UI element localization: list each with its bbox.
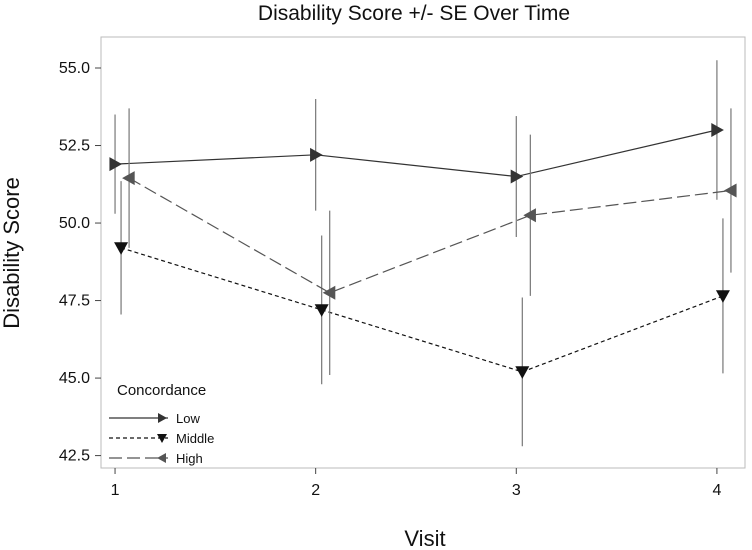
series-line	[128, 177, 732, 294]
y-tick-label: 52.5	[59, 138, 90, 155]
x-tick-label: 3	[512, 482, 521, 499]
x-tick-label: 1	[111, 482, 120, 499]
x-axis-label: Visit	[404, 526, 445, 550]
legend-marker	[157, 453, 166, 463]
data-point	[510, 169, 524, 184]
x-tick-label: 2	[311, 482, 320, 499]
series-high	[122, 108, 737, 375]
legend-marker	[158, 413, 167, 423]
y-tick-label: 55.0	[59, 60, 90, 77]
y-tick-label: 45.0	[59, 370, 90, 387]
x-axis: 1 2 3 4	[111, 468, 721, 499]
data-point	[523, 208, 536, 223]
y-tick-label: 42.5	[59, 448, 90, 465]
data-point	[322, 285, 336, 300]
series-layer	[109, 60, 737, 447]
legend-item-high: High	[109, 451, 203, 466]
y-tick-label: 47.5	[59, 293, 90, 310]
data-point	[109, 157, 123, 172]
y-axis: 42.5 45.0 47.5 50.0 52.5 55.0	[59, 60, 101, 465]
y-tick-label: 50.0	[59, 215, 90, 232]
data-point	[114, 242, 129, 255]
data-point	[515, 366, 530, 379]
legend-label: Low	[176, 411, 200, 426]
plot-frame	[100, 36, 746, 469]
legend-label: High	[176, 451, 203, 466]
data-point	[122, 171, 135, 186]
data-point	[715, 290, 730, 303]
data-point	[310, 147, 323, 162]
legend-title: Concordance	[117, 382, 206, 399]
x-tick-label: 4	[712, 482, 721, 499]
data-point	[723, 183, 737, 198]
series-line	[115, 129, 718, 178]
series-middle	[114, 181, 730, 447]
data-point	[711, 123, 724, 138]
y-axis-label: Disability Score	[0, 177, 24, 329]
series-low	[109, 60, 724, 237]
legend-item-low: Low	[109, 411, 200, 426]
legend: Concordance Low Middle High	[109, 382, 214, 466]
data-point	[314, 304, 329, 317]
legend-marker	[157, 434, 167, 443]
series-line	[120, 247, 724, 373]
legend-item-middle: Middle	[109, 431, 214, 446]
legend-label: Middle	[176, 431, 214, 446]
chart-title: Disability Score +/- SE Over Time	[258, 2, 570, 25]
